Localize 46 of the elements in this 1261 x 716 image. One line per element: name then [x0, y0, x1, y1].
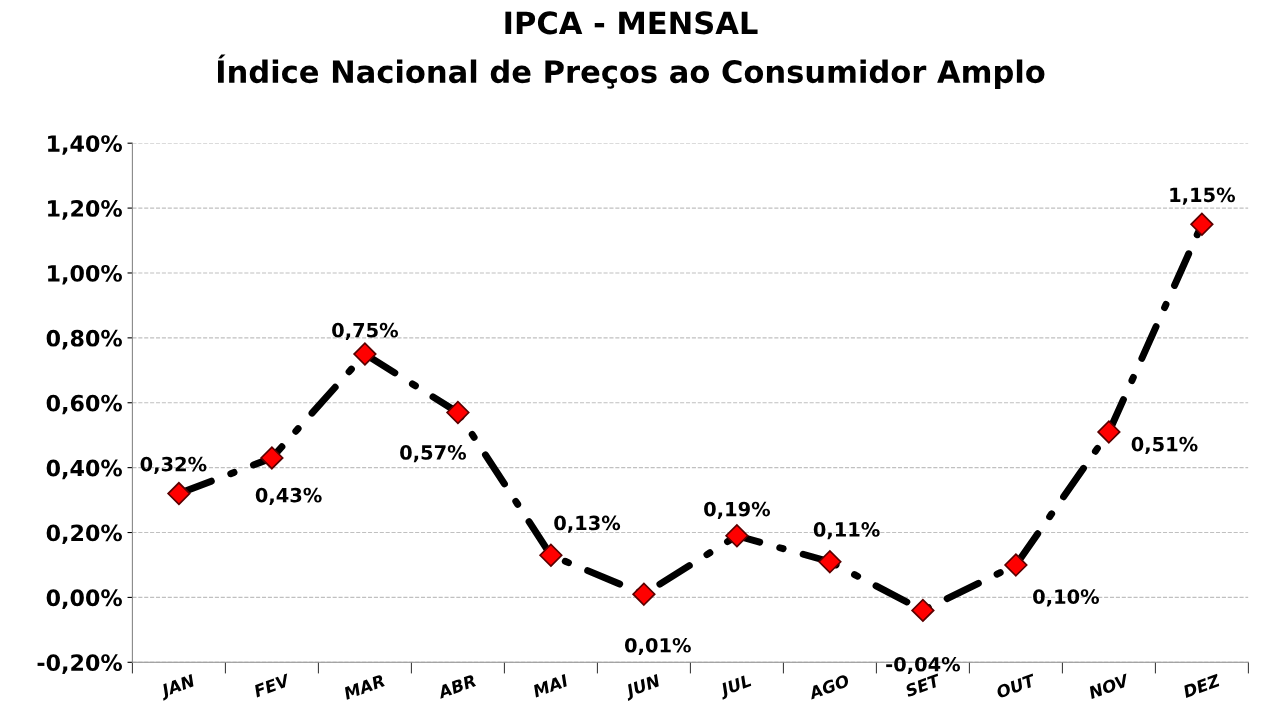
- y-tick-label: 0,20%: [46, 524, 122, 545]
- x-tick-label: MAR: [342, 674, 386, 700]
- x-tick-label: JAN: [158, 674, 197, 701]
- data-label: 1,15%: [1170, 187, 1235, 205]
- point: [632, 582, 656, 606]
- data-label: 0,13%: [554, 515, 621, 533]
- data-label: 0,57%: [400, 445, 467, 463]
- x-tick-label: DEZ: [1182, 673, 1222, 698]
- x-tick-label: OUT: [995, 673, 1037, 699]
- y-tick-label: -0,20%: [37, 654, 122, 674]
- point: [725, 524, 749, 548]
- y-tick-label: 0,00%: [46, 589, 122, 610]
- y-tick-label: 1,00%: [48, 264, 122, 285]
- data-label: 0,19%: [704, 501, 771, 519]
- x-tick-label: SET: [904, 673, 942, 698]
- data-label: -0,04%: [886, 656, 961, 675]
- y-tick-label: 0,80%: [46, 329, 122, 350]
- point: [539, 543, 563, 567]
- y-tick-label: 1,20%: [48, 200, 122, 220]
- x-tick-label: ABR: [436, 674, 477, 699]
- point: [1190, 212, 1214, 236]
- data-label: 0,10%: [1033, 589, 1099, 607]
- point: [260, 446, 284, 470]
- y-tick-label: 0,40%: [46, 459, 122, 480]
- point: [1097, 420, 1121, 444]
- y-tick-label: 1,40%: [48, 135, 122, 155]
- x-tick-label: JUL: [717, 674, 753, 700]
- data-label: 0,11%: [813, 522, 880, 540]
- point: [911, 598, 935, 623]
- x-tick-label: NOV: [1087, 673, 1131, 700]
- point: [167, 481, 191, 506]
- data-label: 0,75%: [332, 322, 399, 340]
- x-tick-label: AGO: [807, 673, 851, 700]
- x-tick-label: JUN: [622, 674, 663, 701]
- point: [446, 400, 470, 425]
- x-tick-label: MAI: [531, 674, 569, 698]
- point: [1004, 553, 1028, 577]
- data-label: 0,43%: [255, 487, 322, 505]
- point: [353, 342, 377, 366]
- chart-title: IPCA - MENSAL Índice Nacional de Preços ao Consumidor Amplo: [218, 11, 1045, 90]
- data-label: 0,01%: [624, 637, 691, 656]
- data-label: 0,51%: [1131, 436, 1198, 454]
- y-tick-label: 0,60%: [46, 394, 122, 415]
- data-label: 0,32%: [140, 456, 207, 474]
- point: [818, 550, 842, 574]
- x-tick-label: FEV: [252, 673, 292, 698]
